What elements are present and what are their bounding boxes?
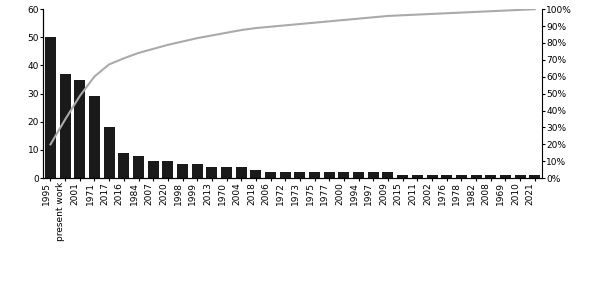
Bar: [265, 173, 276, 178]
Bar: [163, 161, 173, 178]
Bar: [206, 167, 217, 178]
Bar: [338, 173, 349, 178]
Bar: [412, 175, 423, 178]
Bar: [103, 127, 115, 178]
Bar: [148, 161, 159, 178]
Bar: [514, 175, 525, 178]
Bar: [133, 156, 144, 178]
Bar: [177, 164, 188, 178]
Bar: [280, 173, 291, 178]
Bar: [192, 164, 203, 178]
Bar: [89, 96, 100, 178]
Bar: [251, 170, 261, 178]
Bar: [236, 167, 247, 178]
Bar: [309, 173, 320, 178]
Bar: [353, 173, 364, 178]
Bar: [294, 173, 306, 178]
Bar: [324, 173, 334, 178]
Bar: [471, 175, 482, 178]
Bar: [383, 173, 394, 178]
Bar: [441, 175, 452, 178]
Bar: [500, 175, 511, 178]
Bar: [485, 175, 496, 178]
Bar: [45, 37, 56, 178]
Bar: [368, 173, 379, 178]
Bar: [75, 80, 85, 178]
Bar: [60, 74, 71, 178]
Bar: [529, 175, 540, 178]
Bar: [426, 175, 437, 178]
Bar: [118, 153, 129, 178]
Bar: [456, 175, 467, 178]
Bar: [221, 167, 232, 178]
Bar: [397, 175, 408, 178]
